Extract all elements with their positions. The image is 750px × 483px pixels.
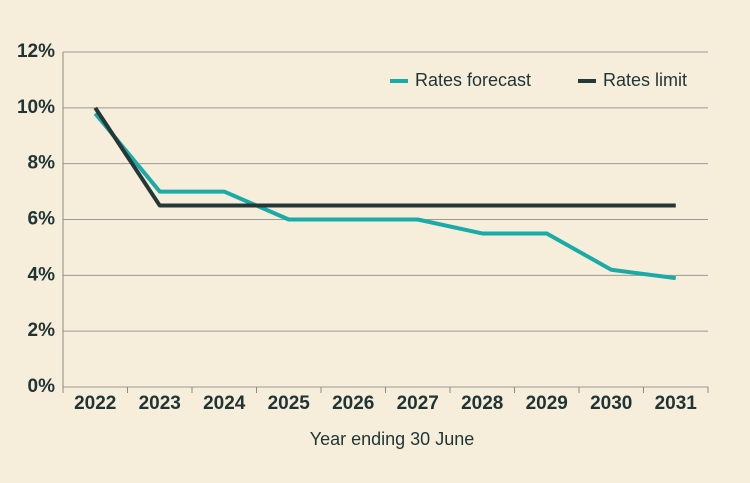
x-tick-label: 2024 xyxy=(203,393,246,414)
x-tick-label: 2027 xyxy=(397,393,439,414)
legend-label: Rates limit xyxy=(603,70,687,90)
legend-label: Rates forecast xyxy=(415,70,531,90)
y-tick-label: 4% xyxy=(28,264,56,285)
y-tick-label: 0% xyxy=(28,376,56,397)
x-tick-label: 2028 xyxy=(461,393,503,414)
x-tick-label: 2025 xyxy=(268,393,311,414)
x-tick-label: 2022 xyxy=(74,393,116,414)
y-tick-label: 10% xyxy=(17,97,55,118)
x-tick-label: 2026 xyxy=(332,393,374,414)
series-line xyxy=(93,112,677,281)
x-tick-label: 2030 xyxy=(590,393,632,414)
x-tick-label: 2031 xyxy=(655,393,698,414)
x-tick-label: 2029 xyxy=(526,393,568,414)
y-tick-label: 12% xyxy=(17,41,55,62)
y-tick-label: 8% xyxy=(28,153,56,174)
y-tick-label: 6% xyxy=(28,209,56,230)
x-axis-title: Year ending 30 June xyxy=(310,429,474,449)
x-tick-label: 2023 xyxy=(139,393,181,414)
series-line xyxy=(93,106,676,208)
y-tick-label: 2% xyxy=(28,320,56,341)
